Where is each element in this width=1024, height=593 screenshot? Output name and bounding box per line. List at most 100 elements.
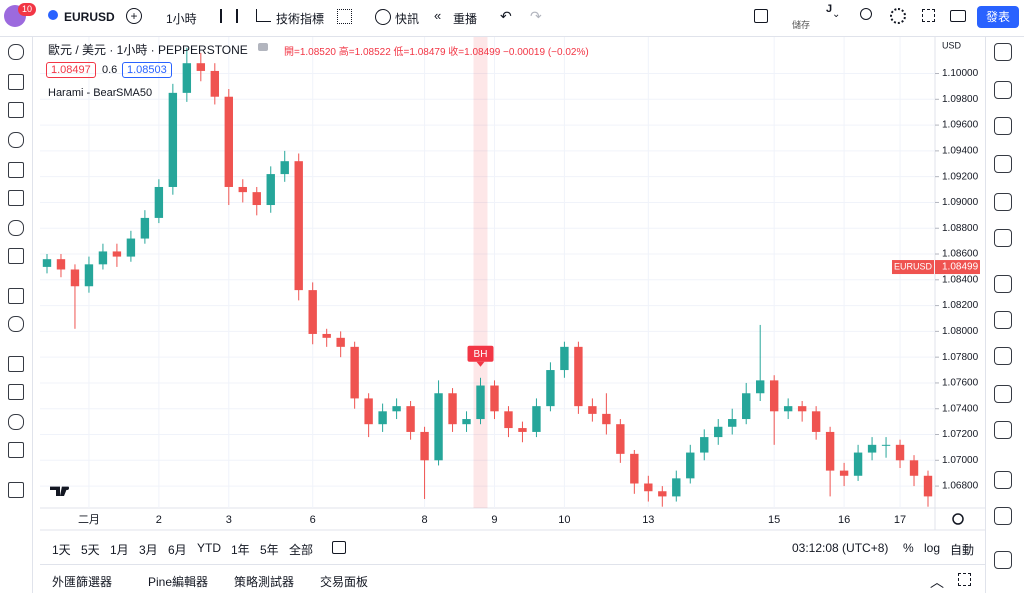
candle-body (532, 406, 541, 432)
y-tick-label: 1.09200 (942, 171, 979, 182)
candle-body (434, 393, 443, 461)
ask[interactable]: 1.08503 (122, 62, 172, 78)
panel-tab[interactable]: Pine編輯器 (148, 575, 209, 589)
range-button[interactable]: 5天 (81, 543, 100, 557)
panel-tab[interactable]: 外匯篩選器 (52, 575, 113, 589)
x-tick-label: 8 (422, 514, 428, 526)
last-price-tag (892, 260, 934, 275)
settings-icon[interactable] (890, 8, 906, 24)
tool-icon[interactable] (8, 44, 24, 60)
candle-body (714, 426, 723, 438)
candle-body (923, 475, 933, 497)
sidebar-icon[interactable] (994, 81, 1012, 99)
redo[interactable]: ↷ (530, 8, 542, 24)
undo[interactable]: ↶ (500, 8, 512, 24)
collapse-panel[interactable]: ︿ (930, 574, 944, 590)
tool-icon[interactable] (8, 102, 24, 118)
tool-icon[interactable] (8, 190, 24, 206)
panel-tab[interactable]: 交易面板 (320, 575, 369, 589)
indicator: Harami - Bear (48, 87, 117, 99)
candle-body (658, 491, 667, 497)
layout-square[interactable] (754, 9, 768, 23)
sidebar-icon[interactable] (994, 385, 1012, 403)
range-button[interactable]: 全部 (289, 543, 314, 557)
bid[interactable]: 1.08497 (46, 62, 96, 78)
sidebar-icon[interactable] (994, 421, 1012, 439)
goto-date-icon[interactable] (332, 541, 346, 554)
search-icon[interactable] (860, 8, 872, 20)
sidebar-icon[interactable] (994, 43, 1012, 61)
range-button[interactable]: 1天 (52, 543, 71, 557)
tool-icon[interactable] (8, 220, 24, 236)
y-tick-label: 1.07600 (942, 378, 979, 389)
tool-icon[interactable] (8, 414, 24, 430)
sidebar-icon[interactable] (994, 551, 1012, 569)
tool-icon[interactable] (8, 316, 24, 332)
candle-body (252, 192, 261, 206)
save-menu[interactable]: ⌄ (832, 9, 841, 20)
last-price-box (935, 260, 980, 275)
publish-button[interactable]: 發表 (977, 6, 1019, 28)
chart-type-icon[interactable] (220, 9, 238, 23)
interval[interactable]: 1小時 (166, 12, 197, 26)
candle-body (560, 346, 569, 371)
marker-label: BH (474, 349, 488, 360)
sidebar-icon[interactable] (994, 311, 1012, 329)
sidebar-icon[interactable] (994, 117, 1012, 135)
add-symbol[interactable]: + (126, 8, 142, 24)
alerts[interactable]: 快訊 (395, 12, 420, 26)
fullscreen-icon[interactable] (922, 9, 935, 22)
tool-icon[interactable] (8, 74, 24, 90)
maximize-panel[interactable] (958, 573, 971, 586)
collapse-icon[interactable] (258, 43, 268, 51)
replay[interactable]: 重播 (453, 12, 478, 26)
tool-icon[interactable] (8, 248, 24, 264)
range-button[interactable]: 1年 (231, 543, 250, 557)
x-tick-label: 9 (491, 514, 497, 526)
sidebar-icon[interactable] (994, 229, 1012, 247)
symbol-icon (48, 10, 58, 20)
range-button[interactable]: 5年 (260, 543, 279, 557)
sidebar-icon[interactable] (994, 507, 1012, 525)
range-button[interactable]: 6月 (168, 543, 187, 557)
tool-icon[interactable] (8, 356, 24, 372)
candle-body (168, 92, 178, 187)
marker-band (473, 37, 488, 508)
symbol[interactable]: EURUSD (64, 10, 115, 24)
candle-body (588, 406, 597, 414)
panel-tab[interactable]: 策略測試器 (234, 575, 295, 589)
candle-body (909, 460, 919, 476)
layout-icon[interactable] (337, 9, 352, 24)
tool-icon[interactable] (8, 482, 24, 498)
camera-icon[interactable] (950, 10, 966, 22)
candle-body (811, 411, 821, 432)
sidebar-icon[interactable] (994, 155, 1012, 173)
indicators[interactable]: 技術指標 (276, 12, 325, 26)
tool-icon[interactable] (8, 132, 24, 148)
indicators-icon (256, 9, 271, 22)
user-initial[interactable]: J (826, 3, 833, 15)
tool-icon[interactable] (8, 384, 24, 400)
candle-body (210, 70, 219, 97)
scale-option[interactable]: log (924, 541, 941, 555)
save[interactable]: 儲存 (792, 20, 811, 30)
scale-option[interactable]: % (903, 541, 914, 555)
tool-icon[interactable] (8, 288, 24, 304)
sidebar-icon[interactable] (994, 471, 1012, 489)
range-button[interactable]: YTD (197, 541, 221, 555)
settings-icon[interactable] (952, 513, 964, 525)
sidebar-icon[interactable] (994, 275, 1012, 293)
candle-body (602, 413, 611, 425)
marker-tip (476, 361, 485, 367)
range-button[interactable]: 3月 (139, 543, 158, 557)
sidebar-icon[interactable] (994, 347, 1012, 365)
tool-icon[interactable] (8, 162, 24, 178)
candle-body (448, 393, 457, 425)
y-tick-label: 1.08400 (942, 274, 979, 285)
tool-icon[interactable] (8, 442, 24, 458)
sidebar-icon[interactable] (994, 193, 1012, 211)
range-button[interactable]: 1月 (110, 543, 129, 557)
scale-option[interactable]: 自動 (950, 543, 975, 557)
